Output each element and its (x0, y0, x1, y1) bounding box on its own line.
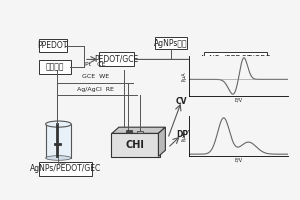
FancyBboxPatch shape (39, 39, 67, 52)
Text: GCE  WE: GCE WE (82, 74, 109, 79)
Text: AgNPs制备: AgNPs制备 (154, 39, 188, 48)
Y-axis label: I/μA: I/μA (181, 71, 186, 81)
FancyBboxPatch shape (204, 52, 266, 66)
FancyBboxPatch shape (155, 37, 188, 49)
X-axis label: E/V: E/V (234, 97, 243, 102)
Polygon shape (112, 127, 165, 133)
Bar (46, 124, 71, 158)
FancyBboxPatch shape (39, 60, 71, 74)
Text: AgNPs/PEDOT/GEC: AgNPs/PEDOT/GEC (30, 164, 101, 173)
X-axis label: E/V: E/V (234, 157, 243, 162)
Text: AgNPs/PEDOT/GEC: AgNPs/PEDOT/GEC (200, 55, 271, 64)
Ellipse shape (46, 156, 71, 160)
Bar (137, 131, 143, 133)
Text: CV: CV (176, 97, 187, 106)
Ellipse shape (46, 121, 71, 127)
FancyBboxPatch shape (39, 162, 92, 176)
Polygon shape (158, 127, 165, 156)
Text: DPV: DPV (176, 130, 194, 139)
Text: 玻碳电极: 玻碳电极 (46, 63, 64, 72)
Text: PEDOT/GCE: PEDOT/GCE (94, 55, 139, 64)
Bar (126, 130, 132, 133)
FancyBboxPatch shape (99, 52, 134, 66)
Text: CHI: CHI (126, 140, 145, 150)
Text: PPEDOT: PPEDOT (38, 41, 68, 50)
Text: Pt   CE: Pt CE (85, 62, 106, 67)
FancyBboxPatch shape (111, 133, 160, 157)
Text: Ag/AgCl  RE: Ag/AgCl RE (77, 87, 114, 92)
Y-axis label: I/μA: I/μA (181, 131, 186, 141)
